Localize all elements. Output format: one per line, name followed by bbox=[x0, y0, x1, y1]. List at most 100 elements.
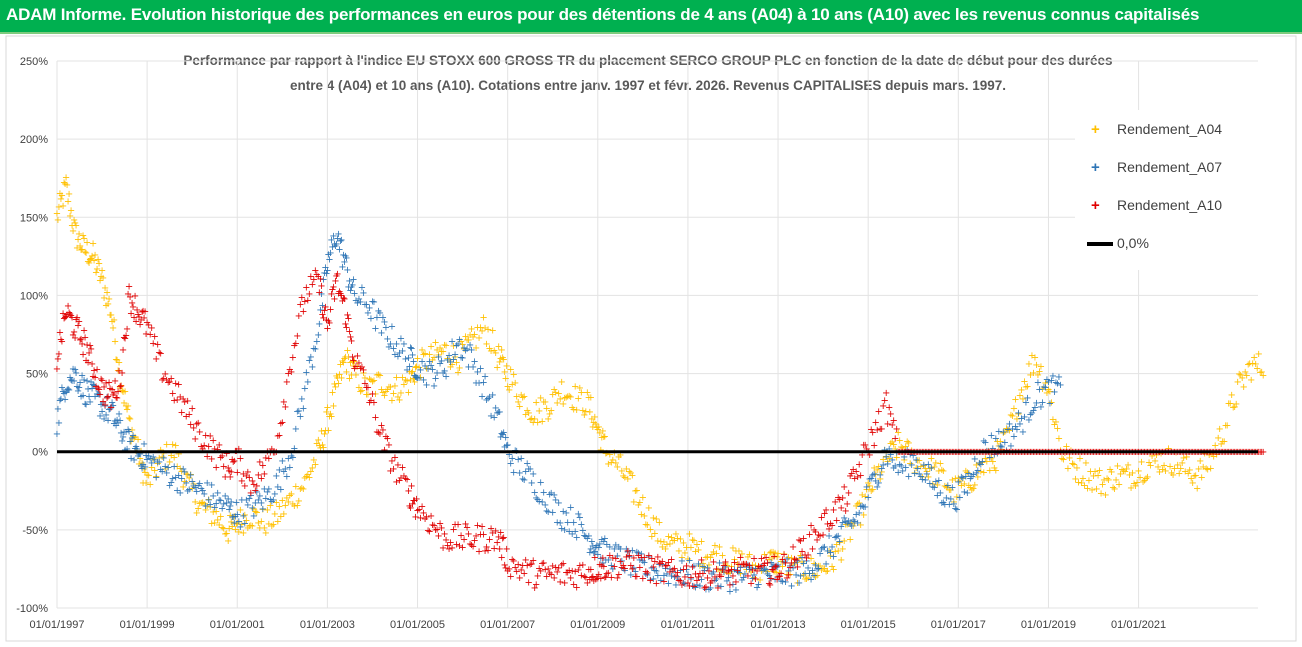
data-point: + bbox=[225, 466, 233, 477]
data-point: + bbox=[434, 352, 442, 363]
data-point: + bbox=[687, 574, 695, 585]
data-point: + bbox=[356, 363, 364, 374]
data-point: + bbox=[587, 393, 595, 404]
data-point: + bbox=[84, 357, 92, 368]
data-point: + bbox=[645, 550, 653, 561]
data-point: + bbox=[311, 265, 319, 276]
data-point: + bbox=[986, 466, 994, 477]
data-point: + bbox=[421, 514, 429, 525]
data-point: + bbox=[433, 368, 441, 379]
data-point: + bbox=[538, 416, 546, 427]
data-point: + bbox=[231, 524, 239, 535]
data-point: + bbox=[781, 558, 789, 569]
data-point: + bbox=[574, 509, 582, 520]
data-point: + bbox=[433, 524, 441, 535]
data-point: + bbox=[60, 313, 68, 324]
data-point: + bbox=[1191, 471, 1199, 482]
data-point: + bbox=[987, 453, 995, 464]
data-point: + bbox=[1019, 427, 1027, 438]
data-point: + bbox=[856, 520, 864, 531]
data-point: + bbox=[1206, 463, 1214, 474]
data-point: + bbox=[482, 542, 490, 553]
data-point: + bbox=[1077, 478, 1085, 489]
data-point: + bbox=[314, 330, 322, 341]
data-point: + bbox=[828, 521, 836, 532]
data-point: + bbox=[603, 448, 611, 459]
data-point: + bbox=[318, 440, 326, 451]
data-point: + bbox=[1215, 424, 1223, 435]
data-point: + bbox=[356, 387, 364, 398]
data-point: + bbox=[370, 397, 378, 408]
data-point: + bbox=[91, 392, 99, 403]
data-point: + bbox=[837, 503, 845, 514]
data-point: + bbox=[868, 484, 876, 495]
data-point: + bbox=[349, 361, 357, 372]
data-point: + bbox=[1007, 441, 1015, 452]
data-point: + bbox=[131, 432, 139, 443]
data-point: + bbox=[1211, 440, 1219, 451]
data-point: + bbox=[95, 259, 103, 270]
data-point: + bbox=[68, 376, 76, 387]
data-point: + bbox=[341, 251, 349, 262]
data-point: + bbox=[939, 498, 947, 509]
data-point: + bbox=[587, 565, 595, 576]
data-point: + bbox=[923, 469, 931, 480]
data-point: + bbox=[756, 562, 764, 573]
data-point: + bbox=[573, 405, 581, 416]
data-point: + bbox=[1140, 476, 1148, 487]
data-point: + bbox=[766, 580, 774, 591]
data-point: + bbox=[329, 401, 337, 412]
data-point: + bbox=[679, 564, 687, 575]
data-point: + bbox=[235, 517, 243, 528]
x-tick-label: 01/01/2009 bbox=[570, 619, 625, 631]
data-point: + bbox=[1200, 449, 1208, 460]
data-point: + bbox=[87, 254, 95, 265]
data-point: + bbox=[446, 362, 454, 373]
data-point: + bbox=[1025, 415, 1033, 426]
data-point: + bbox=[867, 486, 875, 497]
data-point: + bbox=[96, 275, 104, 286]
data-point: + bbox=[395, 475, 403, 486]
data-point: + bbox=[371, 389, 379, 400]
data-point: + bbox=[186, 470, 194, 481]
data-point: + bbox=[406, 342, 414, 353]
data-point: + bbox=[125, 413, 133, 424]
data-point: + bbox=[681, 579, 689, 590]
data-point: + bbox=[442, 371, 450, 382]
data-point: + bbox=[899, 443, 907, 454]
data-point: + bbox=[256, 491, 264, 502]
data-point: + bbox=[612, 553, 620, 564]
data-point: + bbox=[938, 498, 946, 509]
data-point: + bbox=[517, 565, 525, 576]
data-point: + bbox=[464, 362, 472, 373]
data-point: + bbox=[418, 502, 426, 513]
data-point: + bbox=[428, 365, 436, 376]
data-point: + bbox=[322, 269, 330, 280]
data-point: + bbox=[550, 384, 558, 395]
data-point: + bbox=[437, 347, 445, 358]
data-point: + bbox=[130, 433, 138, 444]
data-point: + bbox=[613, 573, 621, 584]
data-point: + bbox=[652, 578, 660, 589]
data-point: + bbox=[79, 350, 87, 361]
data-point: + bbox=[299, 403, 307, 414]
data-point: + bbox=[301, 473, 309, 484]
data-point: + bbox=[147, 462, 155, 473]
data-point: + bbox=[440, 366, 448, 377]
data-point: + bbox=[658, 542, 666, 553]
data-point: + bbox=[419, 349, 427, 360]
data-point: + bbox=[849, 521, 857, 532]
data-point: + bbox=[1256, 447, 1264, 458]
data-point: + bbox=[573, 532, 581, 543]
data-point: + bbox=[131, 444, 139, 455]
data-point: + bbox=[406, 503, 414, 514]
data-point: + bbox=[133, 305, 141, 316]
data-point: + bbox=[810, 571, 818, 582]
data-point: + bbox=[547, 569, 555, 580]
data-point: + bbox=[947, 494, 955, 505]
data-point: + bbox=[179, 394, 187, 405]
data-point: + bbox=[518, 392, 526, 403]
data-point: + bbox=[173, 395, 181, 406]
data-point: + bbox=[1041, 382, 1049, 393]
data-point: + bbox=[596, 428, 604, 439]
